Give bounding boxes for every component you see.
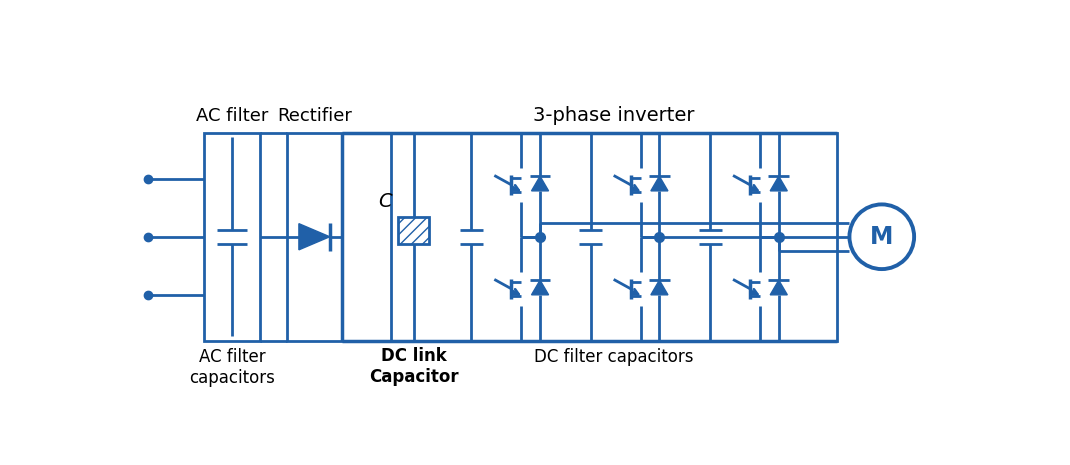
Text: C: C (379, 192, 392, 211)
Polygon shape (532, 280, 549, 295)
Bar (398, 217, 429, 244)
Text: AC filter: AC filter (196, 107, 269, 125)
Text: DC link
Capacitor: DC link Capacitor (369, 347, 458, 385)
Bar (204, 133, 260, 341)
Text: DC filter capacitors: DC filter capacitors (534, 348, 693, 366)
Bar (391, 133, 837, 341)
Text: M: M (870, 225, 893, 249)
Text: Rectifier: Rectifier (277, 107, 352, 125)
Bar (287, 133, 342, 341)
Polygon shape (532, 176, 549, 191)
Polygon shape (651, 176, 668, 191)
Text: AC filter
capacitors: AC filter capacitors (189, 348, 275, 387)
Polygon shape (299, 224, 330, 250)
Polygon shape (770, 176, 788, 191)
Polygon shape (770, 280, 788, 295)
Polygon shape (651, 280, 668, 295)
Text: 3-phase inverter: 3-phase inverter (533, 106, 694, 125)
